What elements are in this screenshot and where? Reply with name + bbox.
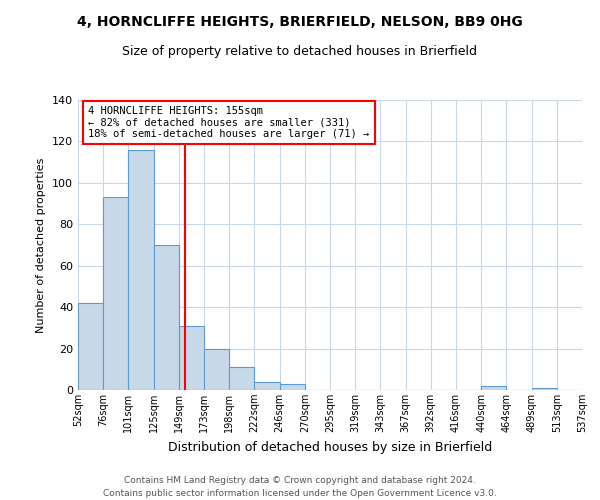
Bar — [229, 367, 254, 390]
Bar — [532, 388, 557, 390]
Bar — [280, 384, 305, 390]
Bar — [154, 245, 179, 390]
Bar — [179, 326, 204, 390]
Text: Size of property relative to detached houses in Brierfield: Size of property relative to detached ho… — [122, 45, 478, 58]
Bar — [204, 348, 229, 390]
Bar — [78, 303, 103, 390]
X-axis label: Distribution of detached houses by size in Brierfield: Distribution of detached houses by size … — [168, 440, 492, 454]
Bar — [103, 198, 128, 390]
Text: 4, HORNCLIFFE HEIGHTS, BRIERFIELD, NELSON, BB9 0HG: 4, HORNCLIFFE HEIGHTS, BRIERFIELD, NELSO… — [77, 15, 523, 29]
Text: Contains public sector information licensed under the Open Government Licence v3: Contains public sector information licen… — [103, 488, 497, 498]
Text: Contains HM Land Registry data © Crown copyright and database right 2024.: Contains HM Land Registry data © Crown c… — [124, 476, 476, 485]
Bar — [128, 150, 154, 390]
Bar — [481, 386, 506, 390]
Y-axis label: Number of detached properties: Number of detached properties — [37, 158, 46, 332]
Text: 4 HORNCLIFFE HEIGHTS: 155sqm
← 82% of detached houses are smaller (331)
18% of s: 4 HORNCLIFFE HEIGHTS: 155sqm ← 82% of de… — [88, 106, 370, 139]
Bar — [254, 382, 280, 390]
